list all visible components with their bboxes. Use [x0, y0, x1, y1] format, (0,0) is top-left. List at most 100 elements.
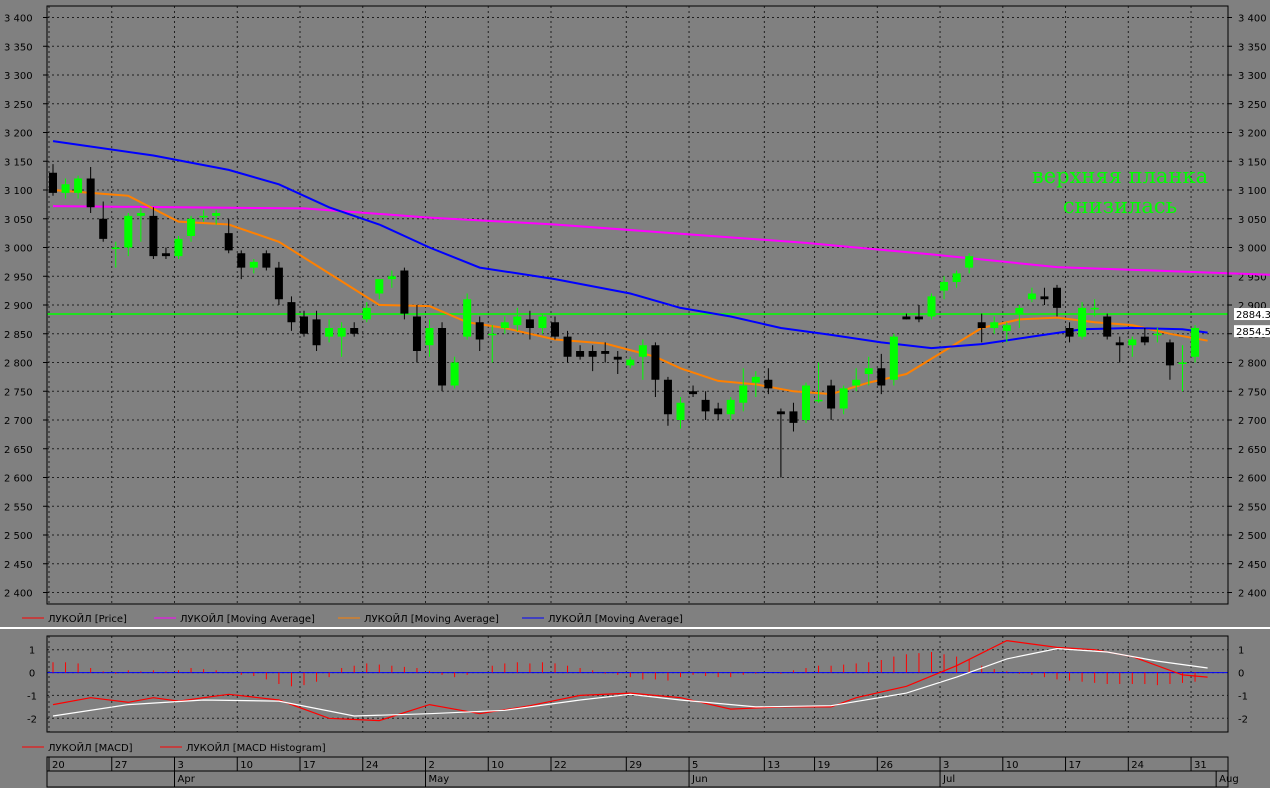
candle-body — [1040, 296, 1049, 300]
price-label-text: 2854.5 — [1236, 327, 1270, 338]
y-tick-label-left: 3 000 — [4, 244, 33, 255]
price-grid — [47, 6, 1228, 732]
candle-body — [99, 218, 108, 239]
y-tick-label-left: 2 950 — [4, 272, 33, 283]
y-tick-label-left: 3 400 — [4, 14, 33, 25]
day-label: 20 — [52, 760, 65, 771]
candle-body — [124, 215, 133, 248]
candle-body — [889, 336, 898, 380]
day-label: 13 — [767, 760, 780, 771]
candle-body — [237, 253, 246, 268]
y-tick-label-right: 2 500 — [1238, 531, 1267, 542]
candle-body — [802, 385, 810, 420]
candle-body — [350, 328, 359, 334]
day-label: 2 — [429, 760, 435, 771]
day-label: 24 — [1131, 760, 1144, 771]
y-tick-label-right: 3 200 — [1238, 129, 1267, 140]
candle-body — [262, 253, 271, 268]
candle-body — [764, 379, 773, 389]
day-label: 10 — [240, 760, 253, 771]
candle-body — [513, 316, 522, 326]
candle-body — [576, 351, 585, 357]
y-tick-label-left: 3 250 — [4, 100, 33, 111]
candle-body — [789, 411, 798, 423]
candle-body — [400, 270, 409, 314]
candle-body — [739, 385, 748, 403]
candle-body — [676, 402, 685, 420]
candle-body — [1053, 287, 1061, 308]
day-label: 24 — [366, 760, 379, 771]
candle-body — [1065, 328, 1074, 337]
y-tick-label-left: 3 100 — [4, 186, 33, 197]
candle-body — [249, 261, 258, 268]
macd-plot-frame — [46, 635, 1229, 733]
legend-label: ЛУКОЙЛ [Moving Average] — [548, 612, 683, 625]
candle-body — [425, 328, 434, 346]
day-label: 19 — [818, 760, 831, 771]
y-tick-label-right: 2 750 — [1238, 387, 1267, 398]
candle-body — [663, 379, 672, 415]
day-label: 17 — [1069, 760, 1082, 771]
candle-body — [914, 316, 923, 320]
y-tick-label-left: 3 300 — [4, 71, 33, 82]
candle-body — [990, 322, 999, 328]
y-tick-label-left: 2 700 — [4, 416, 33, 427]
macd-y-tick-left: -2 — [27, 714, 37, 725]
candle-body — [375, 279, 384, 294]
candle-body — [463, 299, 472, 337]
y-tick-label-right: 2 550 — [1238, 502, 1267, 513]
annotation-text: снизилась — [1063, 194, 1177, 218]
candle-body — [500, 322, 509, 328]
candle-body — [776, 411, 785, 415]
price-label-text: 2884.3 — [1236, 310, 1270, 321]
candle-body — [212, 213, 221, 216]
candle-body — [940, 282, 949, 291]
date-axis: 20 27 3 10 17 24 2 10 22 29 5 13 19 26 3 10 17 24 31 Apr May… — [46, 756, 1239, 788]
candle-body — [450, 362, 459, 386]
legend-label: ЛУКОЙЛ [Moving Average] — [180, 612, 315, 625]
price-label-box — [1234, 325, 1270, 338]
candle-body — [927, 296, 936, 317]
legend-label: ЛУКОЙЛ [Moving Average] — [364, 612, 499, 625]
date-axis-frame — [46, 756, 1229, 788]
y-tick-label-left: 2 750 — [4, 387, 33, 398]
moving-averages — [47, 140, 1270, 396]
day-label: 3 — [178, 760, 184, 771]
legend-label: ЛУКОЙЛ [MACD Histogram] — [186, 741, 326, 754]
macd-y-tick-left: 0 — [29, 669, 35, 680]
legend-label: ЛУКОЙЛ [MACD] — [48, 741, 133, 754]
candle-body — [287, 302, 296, 323]
candle-body — [111, 247, 120, 249]
price-plot-frame — [46, 5, 1229, 605]
y-tick-label-left: 2 650 — [4, 445, 33, 456]
day-label: 31 — [1194, 760, 1207, 771]
day-label: 5 — [692, 760, 698, 771]
candle-body — [701, 399, 710, 412]
candle-body — [1140, 336, 1149, 343]
candle-body — [199, 215, 208, 218]
macd-y-tick-left: 1 — [29, 646, 35, 657]
candle-body — [362, 307, 371, 320]
candle-body — [1153, 333, 1162, 336]
candle-body — [852, 379, 861, 386]
candle-body — [274, 267, 283, 300]
candle-body — [1191, 328, 1200, 357]
month-label: Apr — [178, 774, 196, 785]
candle-body — [638, 345, 647, 357]
day-label: 3 — [943, 760, 949, 771]
candle-body — [488, 333, 497, 336]
macd-y-tick-right: 0 — [1238, 669, 1244, 680]
y-tick-label-left: 2 450 — [4, 560, 33, 571]
candle-body — [475, 322, 484, 340]
candle-body — [174, 238, 183, 257]
candle-body — [1015, 307, 1024, 314]
candle-body — [902, 316, 911, 320]
candle-body — [325, 328, 334, 337]
candle-body — [714, 408, 723, 415]
candle-body — [1165, 342, 1174, 366]
month-label: Jul — [942, 774, 955, 785]
candle-body — [1115, 342, 1124, 346]
day-label: 22 — [554, 760, 567, 771]
y-tick-label-left: 2 500 — [4, 531, 33, 542]
candle-body — [74, 178, 83, 193]
